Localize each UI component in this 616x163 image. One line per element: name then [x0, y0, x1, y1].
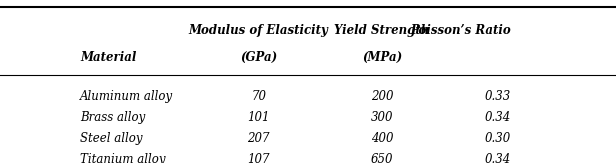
Text: 107: 107 — [248, 153, 270, 163]
Text: 650: 650 — [371, 153, 393, 163]
Text: 70: 70 — [251, 90, 266, 103]
Text: Modulus of Elasticity: Modulus of Elasticity — [188, 24, 329, 37]
Text: Poisson’s Ratio: Poisson’s Ratio — [410, 24, 511, 37]
Text: Yield Strength: Yield Strength — [334, 24, 429, 37]
Text: 0.33: 0.33 — [485, 90, 511, 103]
Text: (GPa): (GPa) — [240, 51, 277, 64]
Text: 0.34: 0.34 — [485, 111, 511, 124]
Text: 101: 101 — [248, 111, 270, 124]
Text: Titanium alloy: Titanium alloy — [80, 153, 166, 163]
Text: Aluminum alloy: Aluminum alloy — [80, 90, 173, 103]
Text: 207: 207 — [248, 132, 270, 145]
Text: 0.30: 0.30 — [485, 132, 511, 145]
Text: Material: Material — [80, 51, 137, 64]
Text: 300: 300 — [371, 111, 393, 124]
Text: 400: 400 — [371, 132, 393, 145]
Text: Steel alloy: Steel alloy — [80, 132, 142, 145]
Text: (MPa): (MPa) — [362, 51, 402, 64]
Text: 0.34: 0.34 — [485, 153, 511, 163]
Text: Brass alloy: Brass alloy — [80, 111, 145, 124]
Text: 200: 200 — [371, 90, 393, 103]
